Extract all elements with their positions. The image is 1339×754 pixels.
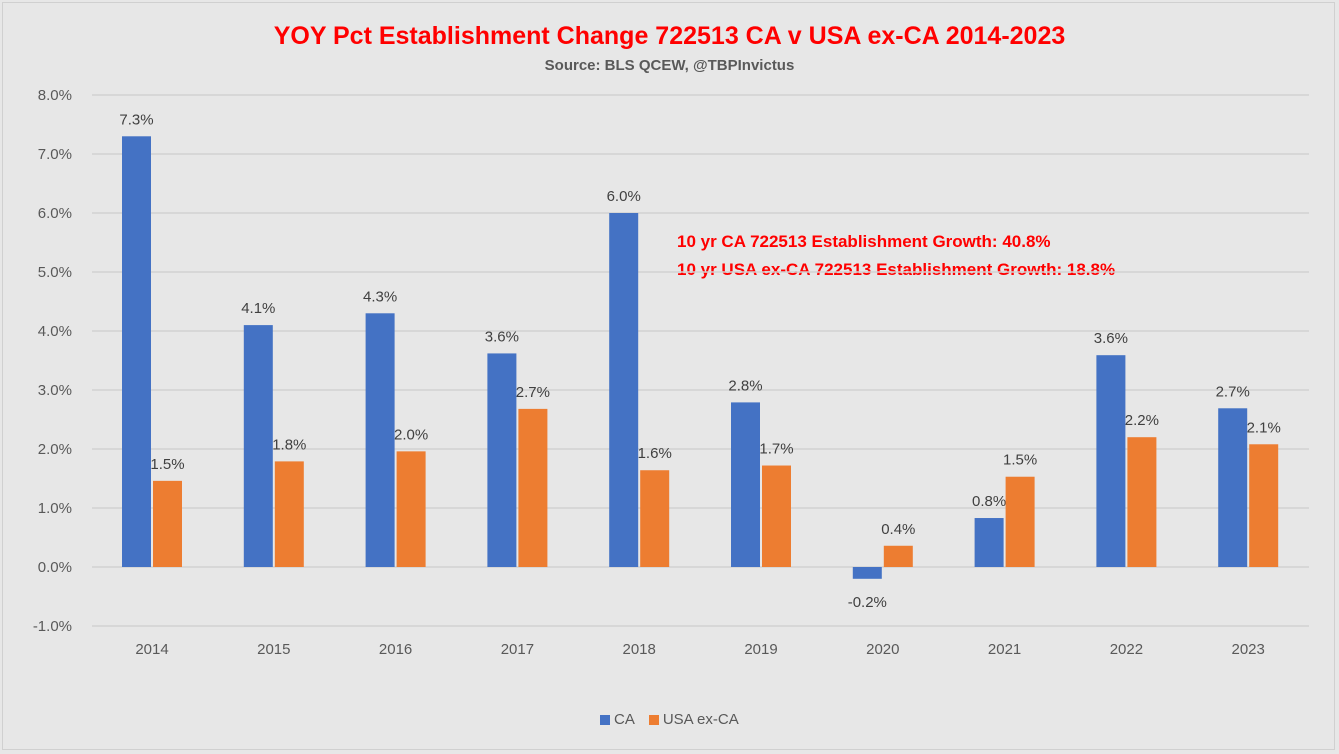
legend-swatch-ca: [600, 714, 610, 725]
x-tick-label: 2020: [866, 641, 899, 658]
data-label: 3.6%: [485, 328, 519, 345]
bar-ca: [243, 325, 273, 567]
legend-swatch-usa: [648, 714, 659, 725]
data-label: 0.4%: [881, 521, 915, 538]
data-label: 4.3%: [363, 288, 397, 305]
data-label: 6.0%: [607, 188, 641, 205]
data-label: 2.8%: [728, 377, 762, 394]
x-tick-label: 2018: [623, 641, 656, 658]
bar-ca: [731, 402, 760, 567]
x-tick-label: 2014: [135, 641, 168, 658]
data-label: 1.8%: [272, 436, 306, 453]
y-tick-label: 7.0%: [38, 146, 72, 163]
x-tick-label: 2022: [1110, 641, 1143, 658]
data-label: 7.3%: [119, 111, 153, 128]
bar-ca: [487, 353, 517, 567]
bar-usa-ex-ca: [762, 465, 791, 567]
annotation-usa: 10 yr USA ex-CA 722513 Establishment Gro…: [677, 260, 1116, 279]
data-label: 1.7%: [759, 441, 793, 458]
legend-label-usa: USA ex-CA: [662, 711, 739, 728]
data-label: 1.6%: [638, 445, 672, 462]
data-label: 2.1%: [1247, 419, 1281, 436]
legend-label-ca: CA: [614, 711, 635, 728]
y-tick-label: -1.0%: [33, 618, 72, 635]
y-tick-label: 4.0%: [38, 323, 72, 340]
y-tick-label: 6.0%: [38, 205, 72, 222]
y-tick-label: 2.0%: [38, 441, 72, 458]
bar-ca: [1096, 355, 1126, 567]
data-label: -0.2%: [848, 594, 887, 611]
data-label: 0.8%: [972, 493, 1006, 510]
x-tick-label: 2016: [379, 641, 412, 658]
bar-usa-ex-ca: [518, 408, 548, 567]
y-tick-label: 3.0%: [38, 382, 72, 399]
bar-ca: [609, 213, 639, 567]
bar-usa-ex-ca: [883, 545, 913, 567]
y-tick-label: 1.0%: [38, 500, 72, 517]
data-label: 1.5%: [1003, 452, 1037, 469]
y-tick-label: 8.0%: [38, 87, 72, 104]
data-label: 1.5%: [150, 456, 184, 473]
bar-usa-ex-ca: [1249, 444, 1279, 567]
data-label: 3.6%: [1094, 330, 1128, 347]
y-tick-label: 0.0%: [38, 559, 72, 576]
data-label: 4.1%: [241, 300, 275, 317]
chart-subtitle: Source: BLS QCEW, @TBPInvictus: [544, 57, 795, 74]
data-label: 2.0%: [394, 426, 428, 443]
bar-usa-ex-ca: [153, 480, 182, 567]
x-tick-label: 2017: [501, 641, 534, 658]
bar-usa-ex-ca: [640, 470, 670, 567]
x-tick-label: 2019: [744, 641, 777, 658]
bar-usa-ex-ca: [274, 461, 304, 567]
legend-item-usa: USA ex-CA: [648, 711, 739, 728]
x-tick-label: 2023: [1232, 641, 1265, 658]
data-label: 2.7%: [1216, 383, 1250, 400]
x-tick-label: 2021: [988, 641, 1021, 658]
legend: CA USA ex-CA: [600, 711, 739, 728]
bar-usa-ex-ca: [1127, 437, 1157, 567]
annotation-ca: 10 yr CA 722513 Establishment Growth: 40…: [677, 232, 1051, 251]
x-tick-label: 2015: [257, 641, 290, 658]
bar-usa-ex-ca: [396, 451, 426, 567]
bar-ca: [1218, 408, 1248, 567]
bar-ca: [852, 567, 882, 579]
data-label: 2.7%: [516, 384, 550, 401]
chart-title: YOY Pct Establishment Change 722513 CA v…: [273, 22, 1066, 50]
bar-ca: [122, 136, 151, 568]
bar-ca: [365, 313, 395, 567]
bar-ca: [974, 518, 1004, 567]
legend-item-ca: CA: [600, 711, 635, 728]
data-label: 2.2%: [1125, 412, 1159, 429]
y-tick-label: 5.0%: [38, 264, 72, 281]
bar-usa-ex-ca: [1005, 476, 1035, 567]
